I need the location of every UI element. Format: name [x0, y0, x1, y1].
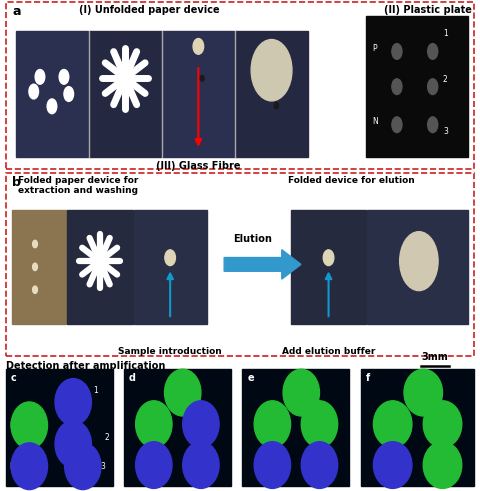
Ellipse shape	[283, 369, 320, 416]
Bar	[236, 31, 308, 157]
Ellipse shape	[65, 443, 101, 490]
Ellipse shape	[55, 421, 91, 467]
Ellipse shape	[11, 443, 48, 490]
Text: Detection after amplification: Detection after amplification	[6, 361, 165, 371]
Text: 3: 3	[443, 127, 448, 136]
Text: 1: 1	[443, 28, 448, 38]
Text: Add elution buffer: Add elution buffer	[282, 347, 375, 356]
Ellipse shape	[33, 240, 37, 247]
Ellipse shape	[274, 102, 278, 109]
Ellipse shape	[423, 401, 462, 447]
Ellipse shape	[428, 79, 438, 94]
Ellipse shape	[392, 79, 402, 94]
Text: N: N	[372, 117, 378, 126]
Bar	[134, 210, 207, 324]
Text: 1: 1	[94, 386, 98, 395]
Ellipse shape	[428, 44, 438, 59]
Text: c: c	[11, 373, 16, 383]
Ellipse shape	[33, 286, 37, 294]
Ellipse shape	[165, 250, 175, 266]
Text: f: f	[366, 373, 370, 383]
Text: a: a	[12, 5, 21, 18]
Ellipse shape	[392, 117, 402, 133]
FancyArrow shape	[224, 249, 301, 279]
Bar	[291, 210, 366, 324]
Bar	[89, 31, 161, 157]
Ellipse shape	[251, 39, 292, 101]
Bar	[6, 369, 113, 486]
Ellipse shape	[200, 75, 204, 81]
Ellipse shape	[323, 250, 334, 266]
Ellipse shape	[404, 369, 443, 416]
Text: Folded paper device for
extraction and washing: Folded paper device for extraction and w…	[18, 176, 138, 195]
Bar	[162, 31, 235, 157]
Text: (III) Glass Fibre: (III) Glass Fibre	[156, 161, 240, 170]
Ellipse shape	[254, 442, 290, 489]
Ellipse shape	[33, 263, 37, 271]
Ellipse shape	[373, 442, 412, 489]
Text: Elution: Elution	[234, 234, 272, 244]
Ellipse shape	[47, 99, 57, 114]
Ellipse shape	[373, 401, 412, 447]
Text: N: N	[9, 462, 15, 471]
Bar	[361, 369, 474, 486]
Text: (II) Plastic plate: (II) Plastic plate	[384, 5, 472, 15]
Ellipse shape	[301, 401, 337, 447]
Ellipse shape	[59, 70, 69, 84]
Ellipse shape	[35, 70, 45, 84]
Ellipse shape	[64, 87, 73, 102]
Bar	[367, 210, 468, 324]
Ellipse shape	[254, 401, 290, 447]
Text: (I) Unfolded paper device: (I) Unfolded paper device	[80, 5, 220, 15]
Text: d: d	[129, 373, 136, 383]
Ellipse shape	[428, 117, 438, 133]
Bar	[67, 210, 133, 324]
Ellipse shape	[392, 44, 402, 59]
Bar	[12, 210, 66, 324]
Text: 3: 3	[100, 462, 105, 471]
Ellipse shape	[423, 442, 462, 489]
Bar	[366, 16, 468, 157]
Ellipse shape	[55, 379, 91, 425]
Ellipse shape	[183, 401, 219, 447]
Ellipse shape	[29, 84, 38, 99]
Ellipse shape	[11, 402, 48, 449]
Text: Folded device for elution: Folded device for elution	[288, 176, 415, 185]
Ellipse shape	[183, 442, 219, 489]
Ellipse shape	[165, 369, 201, 416]
Text: b: b	[12, 176, 21, 189]
Ellipse shape	[136, 401, 172, 447]
Ellipse shape	[301, 442, 337, 489]
Text: 2: 2	[443, 75, 448, 84]
Text: Sample introduction: Sample introduction	[118, 347, 222, 356]
Bar	[242, 369, 349, 486]
Text: e: e	[247, 373, 254, 383]
Ellipse shape	[400, 232, 438, 291]
Text: 2: 2	[104, 433, 109, 441]
Text: P: P	[372, 44, 377, 53]
Bar	[6, 173, 474, 356]
Bar	[16, 31, 88, 157]
Text: 3mm: 3mm	[422, 353, 448, 362]
Ellipse shape	[136, 442, 172, 489]
Bar	[124, 369, 231, 486]
Text: P: P	[9, 421, 13, 430]
Ellipse shape	[193, 38, 204, 54]
Bar	[6, 2, 474, 169]
